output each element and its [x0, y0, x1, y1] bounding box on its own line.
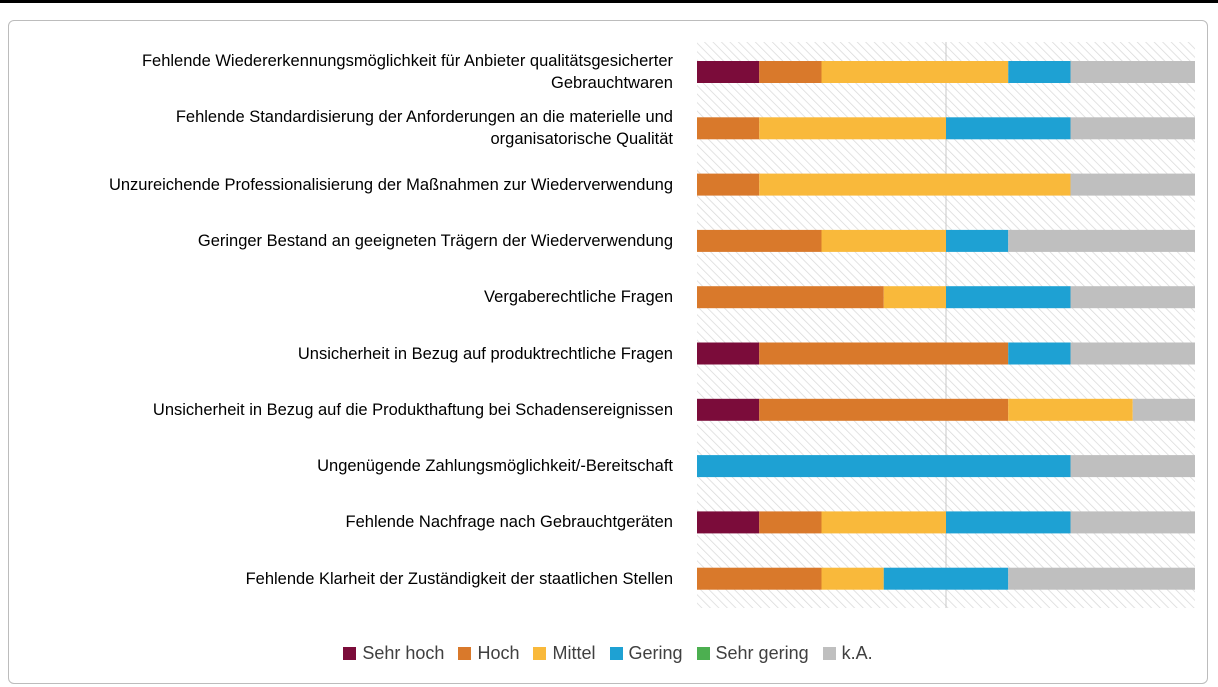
category-label: Unzureichende Professionalisierung der M… — [108, 175, 673, 194]
legend-label: Gering — [628, 643, 683, 663]
bar-segment — [1008, 229, 1195, 252]
bar-segment — [697, 286, 884, 309]
top-rule — [0, 0, 1218, 3]
legend-label: k.A. — [841, 643, 873, 663]
legend-swatch — [343, 647, 357, 660]
bar-segment — [1070, 342, 1195, 365]
bar-segment — [759, 173, 1071, 196]
bar-segment — [1070, 511, 1195, 534]
bar-segment — [821, 511, 946, 534]
bar-segment — [697, 229, 822, 252]
legend-swatch — [696, 647, 710, 660]
category-label: Fehlende Wiedererkennungsmöglichkeit für… — [141, 52, 673, 92]
category-label: Geringer Bestand an geeigneten Trägern d… — [197, 231, 673, 250]
bar-segment — [946, 117, 1071, 140]
bar-segment — [697, 61, 760, 83]
bar-segment — [1070, 61, 1195, 83]
chart-frame — [8, 20, 1208, 684]
bar-segment — [946, 229, 1009, 252]
bar-segment — [697, 117, 760, 140]
legend-item: Gering — [609, 643, 683, 664]
legend-label: Hoch — [477, 643, 520, 663]
legend-item: Sehr gering — [696, 643, 809, 664]
bar-segment — [946, 286, 1071, 309]
bar-segment — [759, 511, 822, 534]
bar-segment — [883, 567, 1009, 590]
legend-item: Hoch — [458, 643, 519, 664]
bar-segment — [759, 398, 1009, 421]
bar-segment — [697, 342, 760, 365]
bar-segment — [1070, 286, 1195, 309]
legend-label: Mittel — [552, 643, 596, 663]
bar-segment — [883, 286, 946, 309]
category-label: Fehlende Standardisierung der Anforderun… — [175, 108, 673, 149]
bar-segment — [1008, 61, 1071, 83]
bar-segment — [1070, 117, 1195, 140]
category-label: Ungenügende Zahlungsmöglichkeit/-Bereits… — [317, 457, 673, 476]
bar-segment — [759, 61, 822, 83]
bar-segment — [697, 511, 760, 534]
bar-segment — [697, 398, 760, 421]
legend-swatch — [609, 647, 623, 660]
category-label: Vergaberechtliche Fragen — [484, 288, 673, 307]
legend-item: Sehr hoch — [343, 643, 444, 664]
legend-label: Sehr gering — [715, 643, 809, 663]
legend-swatch — [458, 647, 472, 660]
bar-segment — [697, 173, 760, 196]
legend-swatch — [533, 647, 547, 660]
category-label: Fehlende Klarheit der Zuständigkeit der … — [245, 569, 673, 588]
bar-segment — [1070, 173, 1195, 196]
bar-segment — [1132, 398, 1195, 421]
category-label: Unsicherheit in Bezug auf die Produkthaf… — [152, 400, 673, 419]
legend-item: k.A. — [822, 643, 873, 664]
bar-segment — [759, 342, 1009, 365]
bar-segment — [1070, 455, 1195, 478]
category-label: Unsicherheit in Bezug auf produktrechtli… — [297, 344, 673, 363]
legend-label: Sehr hoch — [362, 643, 445, 663]
bar-segment — [1008, 342, 1071, 365]
bar-segment — [946, 511, 1071, 534]
legend: Sehr hoch Hoch Mittel Gering Sehr gering k.A. — [8, 643, 1208, 664]
bar-segment — [697, 455, 1071, 478]
bar-segment — [1008, 398, 1133, 421]
bar-segment — [821, 229, 946, 252]
legend-swatch — [822, 647, 836, 660]
bar-segment — [697, 567, 822, 590]
bar-segment — [759, 117, 946, 140]
legend-item: Mittel — [533, 643, 596, 664]
bar-segment — [821, 61, 1009, 83]
bar-segment — [821, 567, 884, 590]
bar-segment — [1008, 567, 1195, 590]
category-label: Fehlende Nachfrage nach Gebrauchtgeräten — [345, 513, 673, 532]
